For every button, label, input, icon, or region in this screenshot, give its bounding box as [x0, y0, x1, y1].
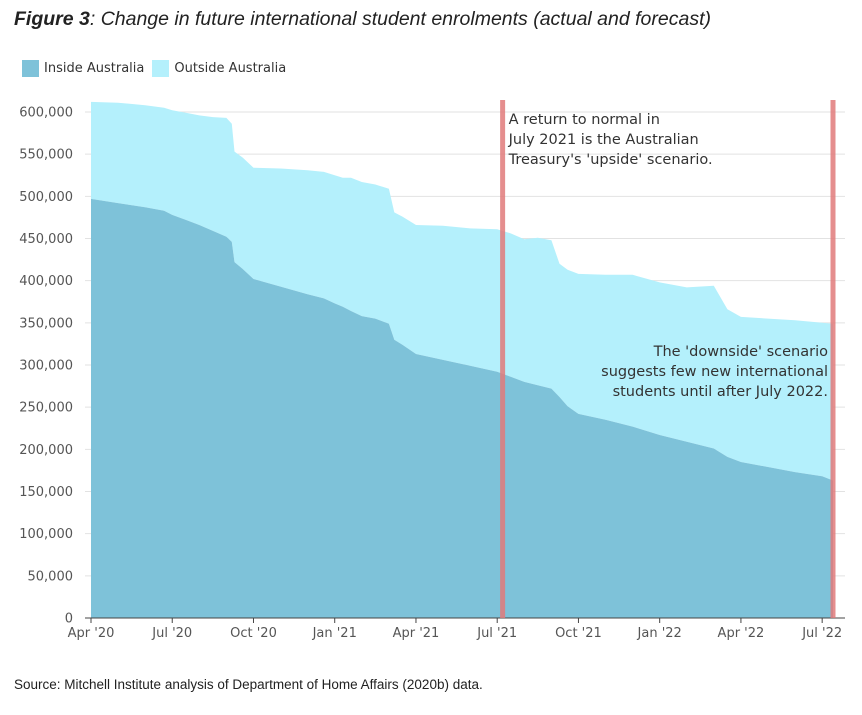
- y-tick-label: 400,000: [19, 274, 73, 289]
- x-tick-label: Jul '21: [476, 626, 517, 641]
- y-tick-label: 350,000: [19, 316, 73, 331]
- y-tick-label: 0: [65, 612, 73, 627]
- legend-label-outside: Outside Australia: [174, 61, 287, 76]
- annotation-downside-line: suggests few new international: [601, 364, 828, 380]
- y-tick-label: 200,000: [19, 443, 73, 458]
- x-tick-label: Jul '22: [801, 626, 842, 641]
- figure-title: Figure 3: Change in future international…: [14, 8, 711, 31]
- legend-label-inside: Inside Australia: [44, 61, 145, 76]
- x-tick-label: Jan '21: [312, 626, 357, 641]
- source-note: Source: Mitchell Institute analysis of D…: [14, 677, 483, 692]
- annotation-upside-line: July 2021 is the Australian: [508, 132, 699, 148]
- y-tick-label: 500,000: [19, 190, 73, 205]
- enrolment-chart: 0 50,000 100,000 150,000 200,000 250,000 300,0…: [19, 100, 845, 641]
- annotation-upside-line: A return to normal in: [509, 112, 660, 128]
- area-outside-australia: [91, 101, 833, 481]
- y-tick-label: 300,000: [19, 359, 73, 374]
- y-tick-label: 600,000: [19, 106, 73, 121]
- annotation-upside-line: Treasury's 'upside' scenario.: [508, 152, 713, 168]
- y-tick-label: 550,000: [19, 148, 73, 163]
- x-tick-label: Apr '21: [393, 626, 440, 641]
- legend-item-outside: Outside Australia: [152, 60, 286, 77]
- y-tick-label: 150,000: [19, 485, 73, 500]
- annotation-downside-line: The 'downside' scenario: [653, 344, 829, 360]
- annotation-downside-line: students until after July 2022.: [613, 384, 828, 400]
- marker-downside-july-2022: [830, 100, 836, 618]
- legend-item-inside: Inside Australia: [22, 60, 144, 77]
- marker-upside-july-2021: [500, 100, 506, 618]
- legend-swatch-inside: [22, 60, 39, 77]
- x-tick-label: Jul '20: [151, 626, 192, 641]
- area-inside-australia: [91, 198, 833, 618]
- x-tick-label: Apr '20: [68, 626, 115, 641]
- chart-legend: Inside Australia Outside Australia: [22, 60, 294, 77]
- y-tick-label: 250,000: [19, 401, 73, 416]
- x-tick-label: Apr '22: [718, 626, 765, 641]
- y-tick-label: 50,000: [28, 569, 74, 584]
- x-tick-label: Oct '20: [230, 626, 277, 641]
- figure-label: Figure 3: [14, 8, 90, 30]
- x-tick-label: Jan '22: [637, 626, 682, 641]
- y-tick-label: 100,000: [19, 527, 73, 542]
- y-tick-label: 450,000: [19, 232, 73, 247]
- figure-caption: : Change in future international student…: [89, 8, 711, 30]
- x-tick-label: Oct '21: [555, 626, 602, 641]
- legend-swatch-outside: [152, 60, 170, 77]
